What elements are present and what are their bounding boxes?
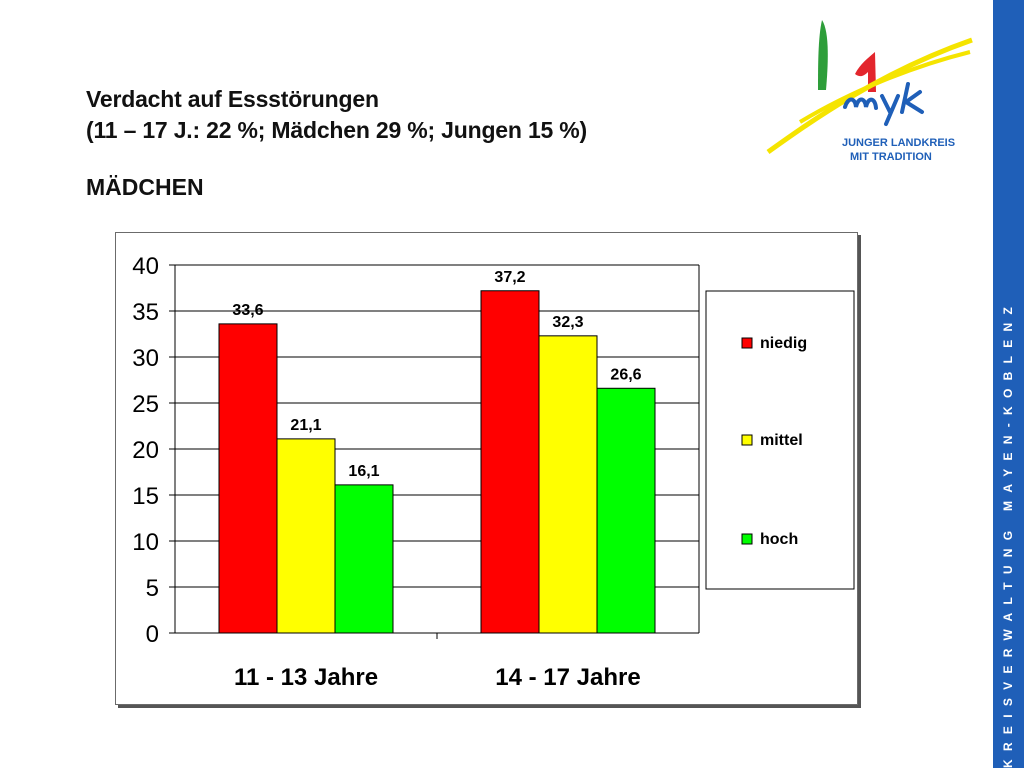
data-label: 37,2 [494, 269, 525, 286]
myk-logo: JUNGER LANDKREIS MIT TRADITION [766, 20, 973, 163]
y-tick-label: 0 [146, 621, 159, 648]
bar-chart: 0 5 10 15 20 25 30 35 40 33,6 21,1 16,1 11 - 13 Jahr… [132, 253, 855, 691]
logo-text-line-2: MIT TRADITION [850, 151, 932, 163]
chart-frame: 0 5 10 15 20 25 30 35 40 33,6 21,1 16,1 11 - 13 Jahr… [115, 232, 858, 705]
y-tick-label: 25 [132, 391, 159, 418]
x-tick-label: 11 - 13 Jahre [234, 664, 378, 691]
y-tick-label: 20 [132, 437, 159, 464]
title-line-2: (11 – 17 J.: 22 %; Mädchen 29 %; Jungen … [86, 117, 588, 143]
sidebar-band [993, 0, 1024, 768]
sidebar-label: KREISVERWALTUNG MAYEN-KOBLENZ [1001, 0, 1015, 768]
y-tick-label: 35 [132, 299, 159, 326]
logo-yellow-swoosh-2 [798, 50, 971, 124]
slide-subtitle: MÄDCHEN [86, 174, 204, 200]
logo-text-line-1: JUNGER LANDKREIS [842, 137, 955, 149]
logo-green-stroke [818, 20, 828, 90]
legend-swatch [741, 533, 753, 545]
y-tick-label: 5 [146, 575, 159, 602]
data-label: 33,6 [232, 302, 263, 319]
y-tick-label: 15 [132, 483, 159, 510]
y-tick-label: 10 [132, 529, 159, 556]
legend-swatch [741, 434, 753, 446]
bar [334, 484, 394, 634]
bar [276, 438, 336, 634]
bar [596, 387, 656, 634]
y-tick-label: 40 [132, 253, 159, 280]
y-tick-label: 30 [132, 345, 159, 372]
legend-label: hoch [760, 531, 798, 548]
legend-label: mittel [760, 432, 803, 449]
bar [480, 290, 540, 634]
logo-blue-wordmark [843, 82, 924, 126]
data-label: 26,6 [610, 366, 641, 383]
data-label: 32,3 [552, 314, 583, 331]
bar [538, 335, 598, 634]
data-label: 16,1 [348, 463, 379, 480]
sidebar-label-text: KREISVERWALTUNG MAYEN-KOBLENZ [1001, 298, 1015, 768]
logo-red-stroke [855, 52, 876, 92]
x-tick-label: 14 - 17 Jahre [495, 664, 640, 691]
title-line-1: Verdacht auf Essstörungen [86, 86, 379, 112]
legend-box [705, 290, 855, 590]
bar [218, 323, 278, 634]
data-label: 21,1 [290, 417, 321, 434]
legend-swatch [741, 337, 753, 349]
logo-yellow-swoosh [766, 37, 973, 155]
slide-title: Verdacht auf Essstörungen (11 – 17 J.: 2… [86, 84, 587, 146]
legend-label: niedig [760, 335, 807, 352]
